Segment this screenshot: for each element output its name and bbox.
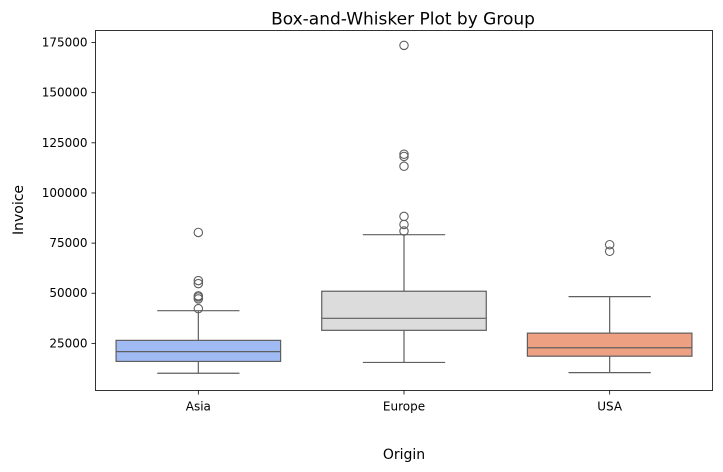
outlier-point [604, 239, 615, 250]
outlier-point [399, 211, 409, 222]
plot-frame [95, 30, 713, 391]
iqr-box [321, 290, 487, 331]
x-axis: Asia Europe USA [186, 390, 623, 414]
boxes-layer [115, 40, 693, 374]
iqr-box [115, 339, 282, 363]
y-tick-label: 125000 [42, 136, 88, 150]
box-group-usa [526, 239, 693, 374]
outlier-point [193, 278, 204, 289]
y-axis: 25000 50000 75000 100000 125000 150000 175000 [42, 36, 96, 350]
box-group-asia [115, 227, 282, 374]
box-group-europe [321, 40, 487, 364]
x-tick-label: Asia [186, 400, 211, 414]
x-tick-label: Europe [383, 400, 425, 414]
y-tick-label: 50000 [49, 286, 87, 300]
y-tick-label: 75000 [49, 236, 87, 250]
y-tick-label: 100000 [42, 186, 88, 200]
outlier-point [193, 291, 204, 301]
iqr-box [526, 332, 693, 357]
outlier-point [604, 246, 615, 257]
outlier-point [193, 303, 204, 314]
outlier-point [193, 227, 204, 238]
outlier-point [399, 40, 409, 51]
outlier-point [399, 161, 409, 172]
chart-title: Box-and-Whisker Plot by Group [271, 10, 535, 30]
y-tick-label: 150000 [42, 86, 88, 100]
x-axis-label: Origin [383, 447, 425, 463]
x-tick-label: USA [597, 400, 623, 414]
y-tick-label: 25000 [49, 336, 87, 350]
y-tick-label: 175000 [42, 36, 88, 50]
y-axis-label: Invoice [11, 185, 27, 235]
outlier-point [399, 226, 409, 236]
outlier-point [193, 275, 204, 286]
outlier-point [399, 149, 409, 159]
